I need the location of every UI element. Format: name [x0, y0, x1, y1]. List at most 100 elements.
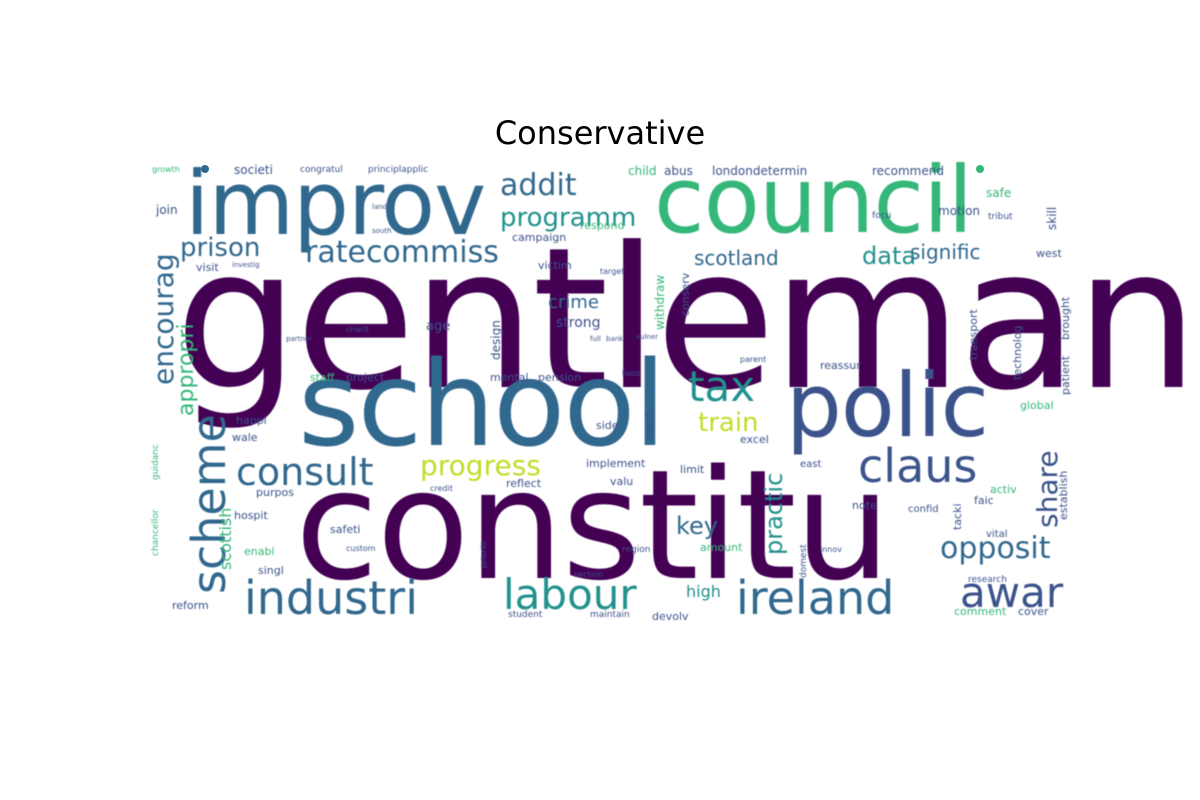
word-partner: partner	[286, 335, 312, 343]
word-domest: domest	[799, 544, 809, 578]
word-tacki: tacki	[951, 503, 964, 530]
word-school: school	[298, 335, 666, 473]
word-societi: societi	[234, 163, 273, 177]
word-technolog: technolog	[1011, 325, 1024, 380]
word-prison: prison	[180, 233, 261, 263]
word-transport: transport	[967, 309, 980, 360]
word-ireland: ireland	[736, 571, 895, 625]
word-student: student	[508, 610, 543, 620]
word-confid: confid	[908, 504, 939, 515]
word-consult: consult	[236, 450, 374, 494]
word-labour: labour	[503, 570, 637, 619]
word-activ: activ	[990, 483, 1017, 496]
word-tax: tax	[688, 362, 756, 411]
word-section: section	[574, 570, 603, 579]
word-charit: charit	[346, 325, 370, 334]
word-age: age	[426, 319, 451, 334]
word-growth: growth	[152, 165, 180, 174]
word-safe: safe	[986, 186, 1012, 200]
word-opposit: opposit	[940, 531, 1051, 566]
word-brought: brought	[1059, 296, 1072, 340]
word-awar: awar	[960, 568, 1064, 617]
word-constitu: constitu	[295, 437, 891, 614]
word-happi: happi	[236, 414, 267, 427]
word-child: child	[628, 164, 657, 178]
word-scotland: scotland	[694, 246, 779, 270]
word-region: region	[622, 545, 651, 555]
word-guidanc: guidanc	[151, 444, 161, 480]
word-implement: implement	[586, 457, 646, 470]
word-key: key	[676, 512, 719, 540]
word-high: high	[686, 582, 721, 601]
word-claus: claus	[858, 439, 978, 493]
cloud-dot	[976, 165, 984, 173]
word-tribut: tribut	[988, 212, 1013, 222]
word-progress: progress	[420, 449, 541, 482]
word-londondetermin: londondetermin	[712, 164, 808, 178]
word-full: full	[590, 335, 601, 343]
word-maintain: maintain	[590, 610, 630, 620]
word-excel: excel	[740, 433, 769, 446]
word-innov: innov	[820, 545, 842, 554]
word-crime: crime	[548, 292, 599, 313]
word-enabl: enabl	[244, 545, 275, 558]
word-practic: practic	[760, 472, 788, 555]
chart-title: Conservative	[494, 114, 706, 152]
word-patient: patient	[1059, 355, 1072, 395]
word-design: design	[489, 320, 503, 360]
word-addit: addit	[500, 168, 577, 203]
cloud-dot	[201, 165, 209, 173]
word-campaign: campaign	[512, 231, 567, 244]
word-staff: staff	[310, 371, 335, 384]
word-global: global	[1020, 399, 1054, 412]
word-faic: faic	[974, 494, 994, 507]
word-limit: limit	[680, 463, 705, 476]
word-mental: mental	[490, 371, 529, 384]
word-scottish: scottish	[216, 507, 235, 570]
word-establish: establish	[1057, 470, 1070, 520]
word-reach: reach	[643, 409, 656, 440]
word-west: west	[1036, 247, 1062, 260]
word-recommend: recommend	[872, 164, 944, 178]
word-target: target	[600, 267, 625, 276]
word-project: project	[346, 371, 385, 384]
word-polic: polic	[786, 354, 989, 457]
word-chancellor: chancellor	[151, 509, 161, 556]
word-singl: singl	[258, 564, 284, 577]
word-devolv: devolv	[652, 610, 689, 623]
word-principlapplic: principlapplic	[368, 165, 429, 175]
word-research: research	[968, 575, 1007, 585]
word-hospit: hospit	[234, 509, 268, 522]
word-credit: credit	[430, 484, 453, 493]
word-industri: industri	[244, 571, 418, 625]
word-vulner: vulner	[636, 333, 659, 341]
word-council: council	[654, 147, 973, 254]
word-share2: strong	[556, 315, 601, 331]
word-congratul: congratul	[300, 165, 343, 175]
word-visit: visit	[196, 261, 219, 274]
word-food: food	[622, 369, 640, 378]
word-cover: cover	[1018, 605, 1049, 618]
word-gentleman: gentleman	[174, 206, 1199, 434]
word-motion: motion	[938, 204, 981, 218]
word-east: east	[800, 459, 822, 470]
word-train: train	[698, 408, 759, 438]
word-focu: focu	[872, 211, 892, 221]
word-conserv: conserv	[679, 272, 692, 316]
word-improv: improv	[185, 152, 486, 255]
word-south: south	[372, 227, 392, 235]
word-custom: custom	[346, 544, 376, 553]
word-comment: comment	[954, 605, 1007, 618]
word-wale: wale	[232, 431, 258, 444]
word-respond: respond	[580, 219, 625, 232]
word-skill: skill	[1045, 206, 1059, 230]
word-reflect: reflect	[506, 477, 542, 490]
word-withdraw: withdraw	[653, 274, 667, 330]
word-appropri: appropri	[174, 323, 199, 416]
word-side: side	[596, 419, 619, 432]
word-valu: valu	[610, 475, 634, 488]
word-vital: vital	[986, 529, 1008, 540]
word-signific: signific	[910, 240, 981, 264]
word-amount: amount	[700, 541, 743, 554]
word-reform: reform	[172, 599, 209, 612]
